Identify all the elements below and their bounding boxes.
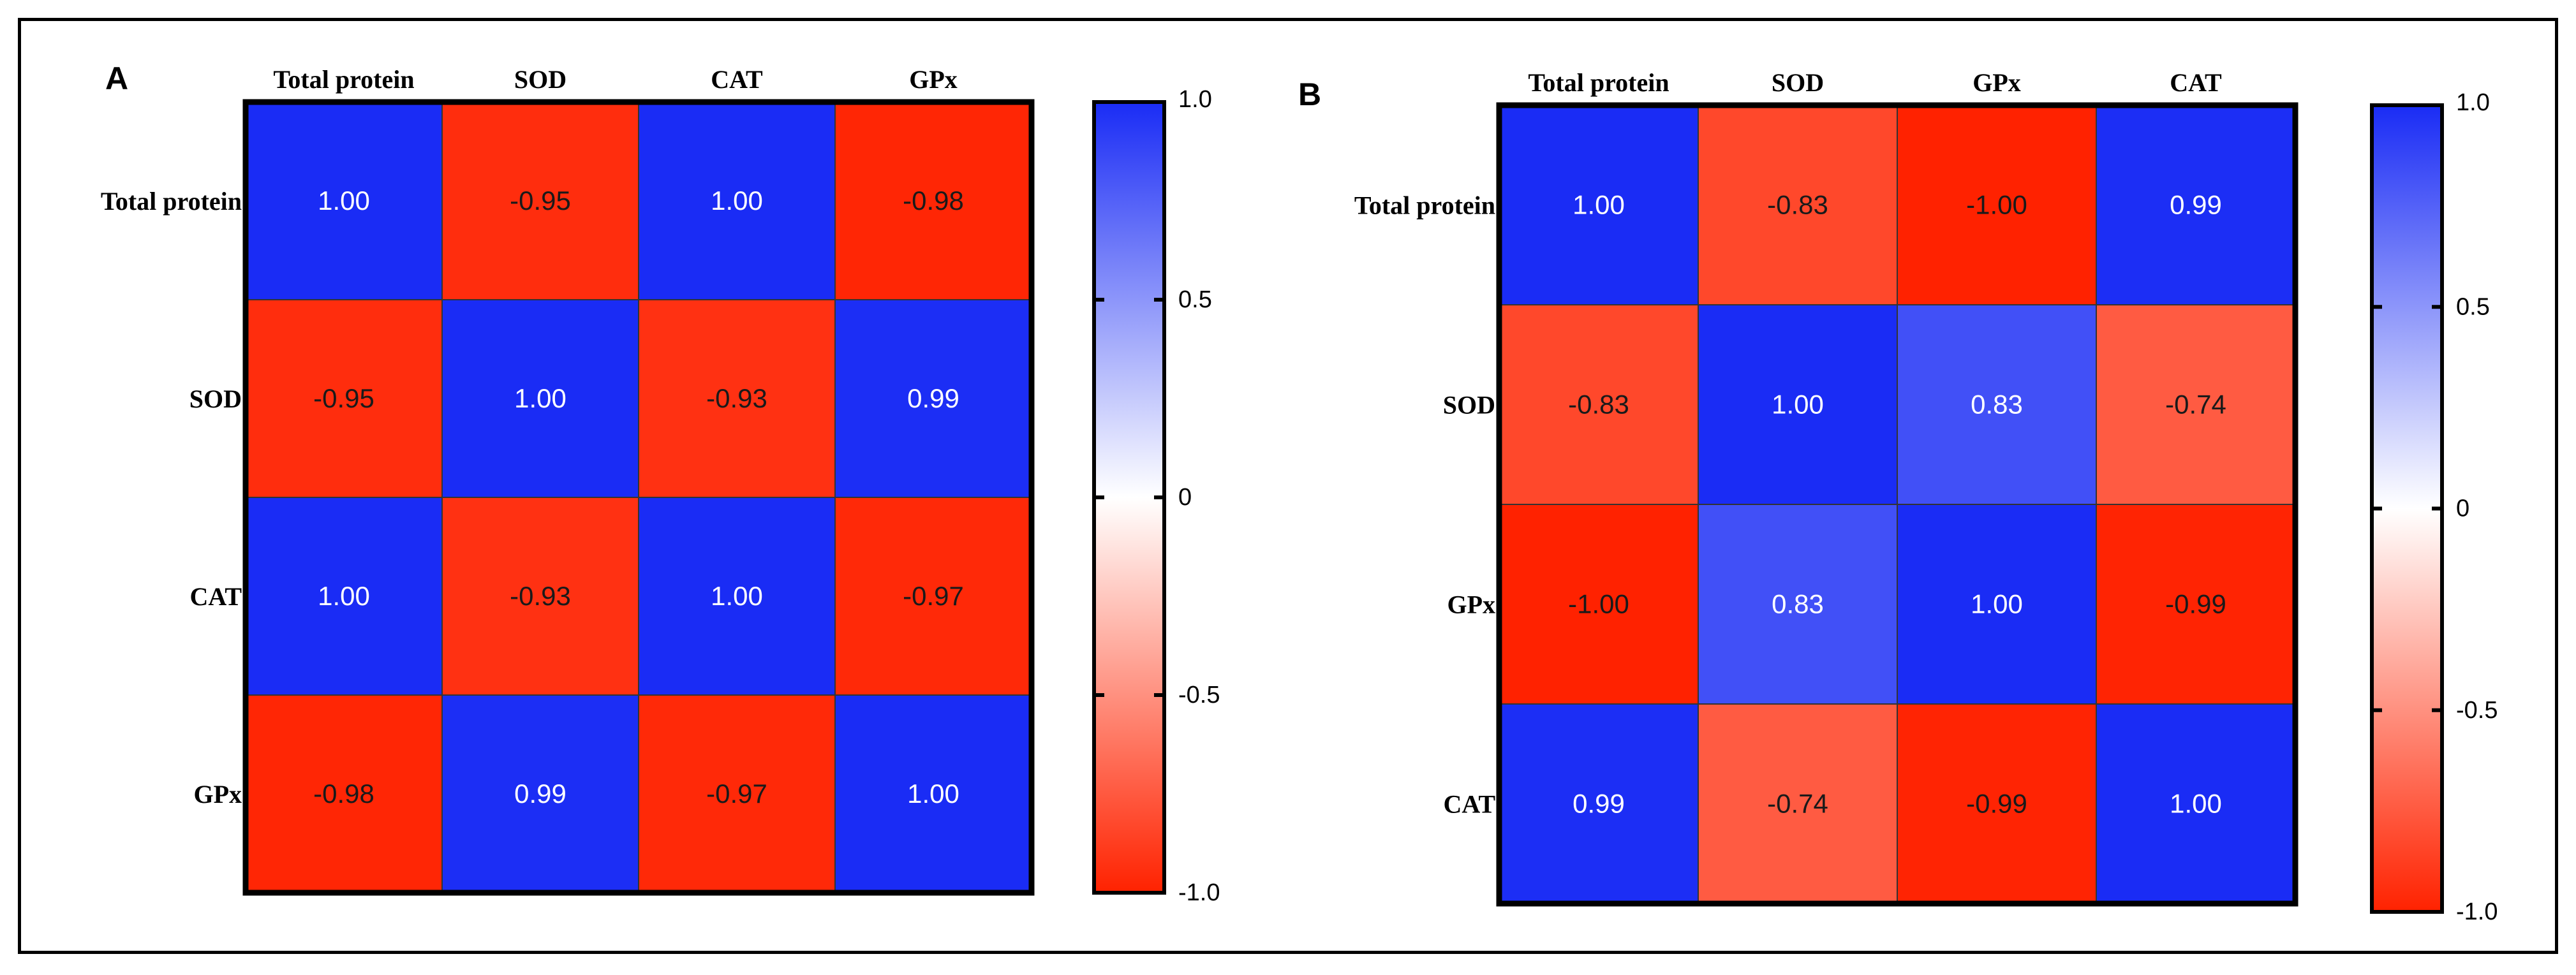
- cell-value-label: 0.99: [1573, 789, 1625, 819]
- heatmap-cell: [1897, 105, 2097, 305]
- y-tick-label: CAT: [1444, 790, 1496, 819]
- cell-value-label: -0.83: [1568, 390, 1629, 420]
- cell-value-label: -0.95: [510, 186, 571, 216]
- heatmap-cell: [245, 497, 443, 696]
- cell-value-label: -0.98: [903, 186, 964, 216]
- panel-label-b: B: [1298, 77, 1321, 112]
- cell-value-label: 1.00: [711, 186, 763, 216]
- cell-value-label: -0.99: [1966, 789, 2027, 819]
- cell-value-label: 1.00: [907, 779, 959, 809]
- heatmap-cell: [1499, 105, 1699, 305]
- heatmap-cell: [638, 299, 836, 498]
- x-tick-label: CAT: [2170, 68, 2222, 97]
- cell-value-label: -0.93: [706, 383, 767, 413]
- heatmap-cell: [834, 497, 1032, 696]
- cell-value-label: -0.97: [903, 581, 964, 611]
- colorbar-a: 1.0 0.5 0 -0.5 -1.0: [1092, 86, 1220, 906]
- heatmap-cell: [245, 694, 443, 893]
- heatmap-cell: [834, 694, 1032, 893]
- cell-value-label: -0.97: [706, 779, 767, 809]
- colorbar-tick-label: -1.0: [2456, 898, 2498, 925]
- heatmap-cell: [1698, 504, 1898, 705]
- y-tick-label: SOD: [1443, 391, 1495, 420]
- heatmap-cell: [834, 101, 1032, 300]
- cell-value-label: 1.00: [2170, 789, 2222, 819]
- cell-value-label: 0.83: [1971, 390, 2023, 420]
- heatmap-panel-a: 1.00 -0.95 1.00 -0.98 -0.95 1.00 -0.93 0.99 1.00…: [101, 65, 1035, 896]
- heatmap-cell: [638, 497, 836, 696]
- panel-label-a: A: [105, 61, 128, 96]
- colorbar-tick-label: 0: [1178, 484, 1192, 511]
- cell-value-label: 0.99: [2170, 190, 2222, 220]
- cell-value-label: 1.00: [711, 581, 763, 611]
- heatmap-cell: [1698, 304, 1898, 505]
- cell-value-label: -0.98: [313, 779, 374, 809]
- heatmap-cell: [2096, 304, 2296, 505]
- colorbar-tick-label: 0: [2456, 495, 2469, 522]
- colorbar-scale: [2370, 103, 2444, 914]
- colorbar-tick-label: 0.5: [2456, 293, 2490, 320]
- heatmap-cell: [2096, 105, 2296, 305]
- cell-value-label: -0.83: [1767, 190, 1828, 220]
- y-tick-label: SOD: [189, 385, 242, 413]
- heatmap-cell: [638, 694, 836, 893]
- heatmap-cell: [441, 101, 639, 300]
- heatmap-cell: [1698, 105, 1898, 305]
- x-tick-label: GPx: [909, 65, 958, 94]
- cell-value-label: 0.99: [514, 779, 566, 809]
- cell-value-label: 1.00: [514, 383, 566, 413]
- cell-value-label: 1.00: [318, 581, 370, 611]
- heatmap-cell: [441, 299, 639, 498]
- colorbar-tick-label: -0.5: [1178, 682, 1220, 708]
- colorbar-tick-label: 1.0: [1178, 86, 1212, 113]
- heatmap-cell: [2096, 703, 2296, 904]
- heatmap-cell: [441, 497, 639, 696]
- y-tick-label: GPx: [193, 780, 242, 809]
- heatmap-border: [242, 99, 1035, 896]
- colorbar-tick-label: -0.5: [2456, 697, 2498, 724]
- cell-value-label: -0.93: [510, 581, 571, 611]
- cell-value-label: 1.00: [1971, 589, 2023, 619]
- cell-value-label: -1.00: [1966, 190, 2027, 220]
- x-tick-label: Total protein: [273, 65, 414, 94]
- heatmap-panel-b: 1.00 -0.83 -1.00 0.99 -0.83 1.00 0.83 -0.74 -1.0…: [1354, 68, 2298, 907]
- y-tick-label: Total protein: [1354, 191, 1495, 220]
- colorbar-tick-label: -1.0: [1178, 879, 1220, 906]
- cell-value-label: 0.99: [907, 383, 959, 413]
- x-tick-label: GPx: [1973, 68, 2021, 97]
- x-tick-label: Total protein: [1528, 68, 1669, 97]
- cell-value-label: -1.00: [1568, 589, 1629, 619]
- heatmap-cell: [834, 299, 1032, 498]
- cell-value-label: 1.00: [1573, 190, 1625, 220]
- x-tick-label: CAT: [711, 65, 763, 94]
- cell-value-label: -0.74: [2165, 390, 2226, 420]
- heatmap-cell: [1499, 304, 1699, 505]
- x-tick-label: SOD: [514, 65, 566, 94]
- y-tick-label: Total protein: [101, 187, 242, 216]
- cell-value-label: -0.99: [2165, 589, 2226, 619]
- colorbar-b: 1.0 0.5 0 -0.5 -1.0: [2370, 89, 2498, 925]
- figure-frame: [18, 18, 2558, 954]
- colorbar-scale: [1092, 100, 1166, 895]
- colorbar-tick-label: 0.5: [1178, 286, 1212, 313]
- x-tick-label: SOD: [1772, 68, 1824, 97]
- cell-value-label: -0.95: [313, 383, 374, 413]
- heatmap-cell: [1897, 304, 2097, 505]
- heatmap-cell: [441, 694, 639, 893]
- cell-value-label: 0.83: [1772, 589, 1824, 619]
- heatmap-cell: [1897, 703, 2097, 904]
- cell-value-label: -0.74: [1767, 789, 1828, 819]
- heatmap-border: [1496, 102, 2298, 907]
- heatmap-cell: [1499, 703, 1699, 904]
- y-tick-label: GPx: [1447, 590, 1495, 619]
- colorbar-tick-label: 1.0: [2456, 89, 2490, 116]
- cell-value-label: 1.00: [1772, 390, 1824, 420]
- cell-value-label: 1.00: [318, 186, 370, 216]
- y-tick-label: CAT: [190, 582, 242, 611]
- heatmap-cell: [1499, 504, 1699, 705]
